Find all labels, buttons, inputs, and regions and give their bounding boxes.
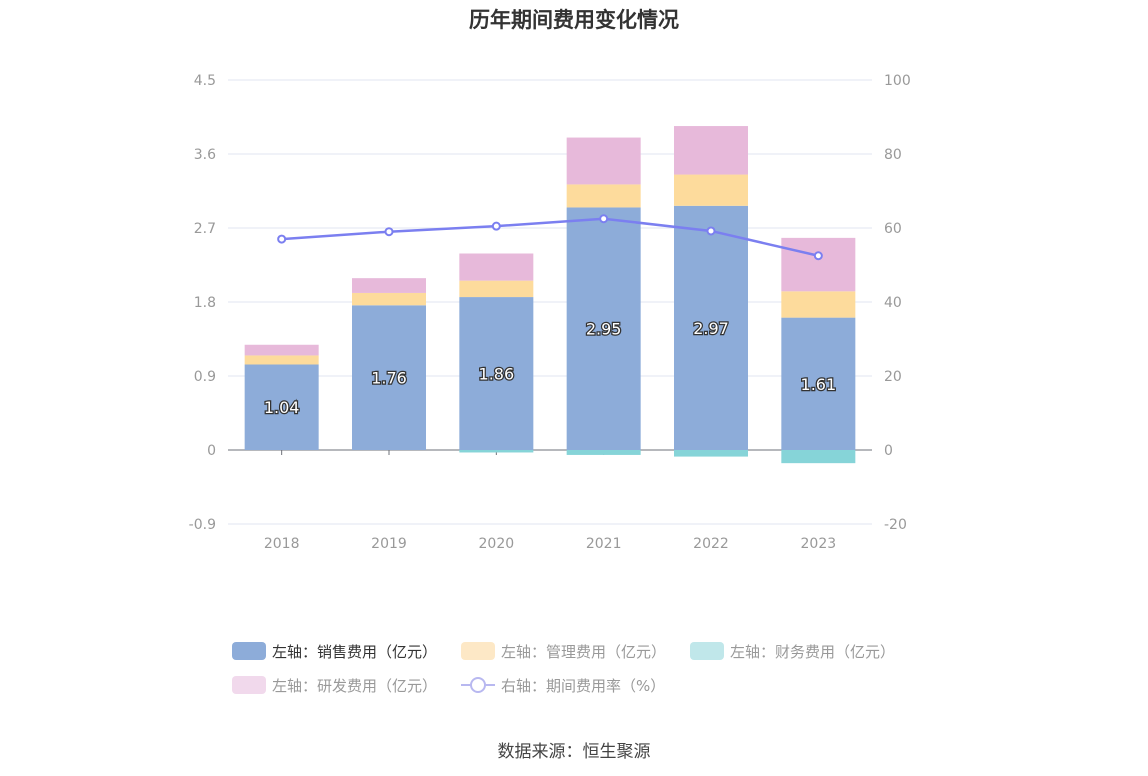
y-left-tick-label: 3.6 <box>194 147 216 163</box>
bar-segment <box>674 205 748 450</box>
expense-ratio-point <box>384 227 394 237</box>
bar-segment <box>781 237 856 292</box>
bar-segment <box>674 174 748 206</box>
x-tick-label: 2023 <box>801 536 837 552</box>
legend-item-rnd[interactable]: 左轴：研发费用（亿元） <box>232 674 437 696</box>
data-source: 数据来源：恒生聚源 <box>497 742 651 762</box>
y-right-tick-label: 20 <box>884 369 902 385</box>
y-right-tick-label: 80 <box>884 147 902 163</box>
legend-swatch-sales <box>232 642 266 660</box>
expense-ratio-point <box>813 251 823 261</box>
x-tick-label: 2018 <box>264 536 300 552</box>
bar-segment <box>566 450 641 455</box>
expense-ratio-point <box>599 214 609 224</box>
legend-item-finance[interactable]: 左轴：财务费用（亿元） <box>690 640 895 662</box>
bar-data-label: 2.97 <box>693 319 729 338</box>
legend-label-expense-ratio: 右轴：期间费用率（%） <box>501 676 666 695</box>
y-right-tick-label: 60 <box>884 221 902 237</box>
y-left-tick-label: 1.8 <box>194 295 216 311</box>
bar-segment <box>674 126 748 175</box>
bar-segment <box>244 364 319 450</box>
legend-swatch-rnd <box>232 676 266 694</box>
bar-data-label: 1.04 <box>264 398 300 417</box>
bar-data-label: 2.95 <box>586 320 622 339</box>
expense-ratio-point <box>706 226 716 236</box>
bar-segment <box>781 291 856 318</box>
y-left-tick-label: 0.9 <box>194 369 216 385</box>
x-tick-label: 2022 <box>693 536 729 552</box>
y-right-tick-label: 0 <box>884 443 893 459</box>
bar-segment <box>566 207 641 450</box>
legend-row-2: 左轴：研发费用（亿元） 右轴：期间费用率（%） <box>232 674 932 696</box>
bar-data-label: 1.61 <box>801 375 837 394</box>
bar-segment <box>566 184 641 208</box>
legend-label-management: 左轴：管理费用（亿元） <box>501 642 667 661</box>
bar-segment <box>459 297 534 450</box>
bar-segment <box>352 278 426 293</box>
bar-segment <box>244 355 319 365</box>
bar-segment <box>352 305 426 450</box>
legend-item-management[interactable]: 左轴：管理费用（亿元） <box>461 640 666 662</box>
bar-segment <box>352 292 426 306</box>
bar-segment <box>781 317 856 450</box>
legend-label-rnd: 左轴：研发费用（亿元） <box>272 676 438 695</box>
x-tick-label: 2021 <box>586 536 622 552</box>
y-left-tick-label: 2.7 <box>194 221 216 237</box>
chart-plot: -0.9 0 0.9 1.8 2.7 3.6 4.5 -20 0 20 40 60 80 100 2018 1… <box>189 73 911 552</box>
legend-line-icon <box>461 676 496 694</box>
bar-segment <box>674 450 748 457</box>
bar-data-label: 1.76 <box>371 369 407 388</box>
expense-ratio-point <box>277 234 287 244</box>
legend-label-sales: 左轴：销售费用（亿元） <box>272 642 438 661</box>
bar-data-label: 1.86 <box>479 365 515 384</box>
expense-ratio-line <box>281 217 819 257</box>
legend-item-expense-ratio[interactable]: 右轴：期间费用率（%） <box>461 674 665 696</box>
y-right-tick-label: -20 <box>884 517 907 533</box>
chart-legend: 左轴：销售费用（亿元） 左轴：管理费用（亿元） 左轴：财务费用（亿元） 左轴：研… <box>232 640 932 708</box>
legend-item-sales[interactable]: 左轴：销售费用（亿元） <box>232 640 437 662</box>
expense-ratio-point <box>491 221 501 231</box>
y-right-tick-label: 40 <box>884 295 902 311</box>
legend-label-finance: 左轴：财务费用（亿元） <box>730 642 896 661</box>
x-tick-label: 2020 <box>479 536 515 552</box>
legend-swatch-finance <box>690 642 725 660</box>
bar-segment <box>566 137 641 185</box>
legend-swatch-management <box>461 642 496 660</box>
y-right-tick-label: 100 <box>884 73 911 89</box>
bar-segment <box>781 450 856 464</box>
y-left-tick-label: 0 <box>207 443 216 459</box>
bar-segment <box>459 280 534 298</box>
y-left-tick-label: 4.5 <box>194 73 216 89</box>
bar-segment <box>459 253 534 281</box>
bar-segment <box>459 450 534 453</box>
y-left-tick-label: -0.9 <box>189 517 216 533</box>
legend-row-1: 左轴：销售费用（亿元） 左轴：管理费用（亿元） 左轴：财务费用（亿元） <box>232 640 932 662</box>
x-tick-label: 2019 <box>371 536 407 552</box>
bar-segment <box>244 344 319 356</box>
chart-title: 历年期间费用变化情况 <box>469 8 679 32</box>
